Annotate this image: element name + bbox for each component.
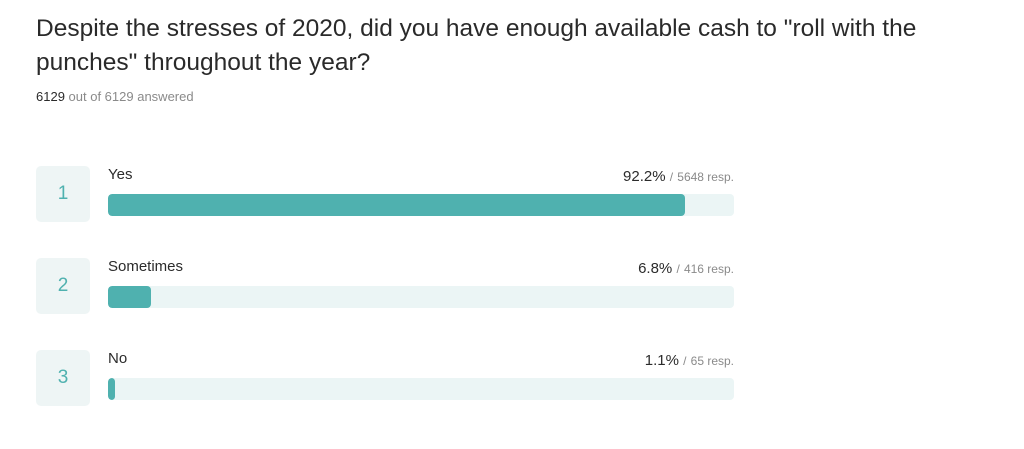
option-percent: 1.1% <box>644 352 679 369</box>
option-label: No <box>108 350 128 367</box>
option-number-badge: 2 <box>36 258 90 314</box>
option-stat: 1.1% / 65 resp. <box>645 352 734 369</box>
option-row-yes: 1 Yes 92.2% / 5648 resp. <box>36 166 736 224</box>
answered-count: 6129 <box>36 89 65 104</box>
bar-fill <box>108 378 115 400</box>
option-separator: / <box>683 354 687 368</box>
answered-summary: 6129 out of 6129 answered <box>36 89 194 104</box>
bar-track <box>108 286 734 308</box>
option-percent: 6.8% <box>638 260 673 277</box>
option-percent: 92.2% <box>623 168 666 185</box>
bar-track <box>108 378 734 400</box>
option-number-badge: 3 <box>36 350 90 406</box>
option-stat: 92.2% / 5648 resp. <box>623 168 734 185</box>
option-row-no: 3 No 1.1% / 65 resp. <box>36 350 736 408</box>
option-separator: / <box>676 262 680 276</box>
option-responses: 416 resp. <box>683 262 734 276</box>
answered-suffix: out of 6129 answered <box>68 89 194 104</box>
option-number-badge: 1 <box>36 166 90 222</box>
option-label: Sometimes <box>108 258 184 275</box>
option-label: Yes <box>108 166 133 183</box>
bar-fill <box>108 286 151 308</box>
bar-track <box>108 194 734 216</box>
option-responses: 5648 resp. <box>677 170 734 184</box>
option-responses: 65 resp. <box>690 354 734 368</box>
option-separator: / <box>669 170 674 184</box>
question-title: Despite the stresses of 2020, did you ha… <box>36 15 917 76</box>
option-row-sometimes: 2 Sometimes 6.8% / 416 resp. <box>36 258 736 316</box>
bar-fill <box>108 194 686 216</box>
option-stat: 6.8% / 416 resp. <box>638 260 734 277</box>
